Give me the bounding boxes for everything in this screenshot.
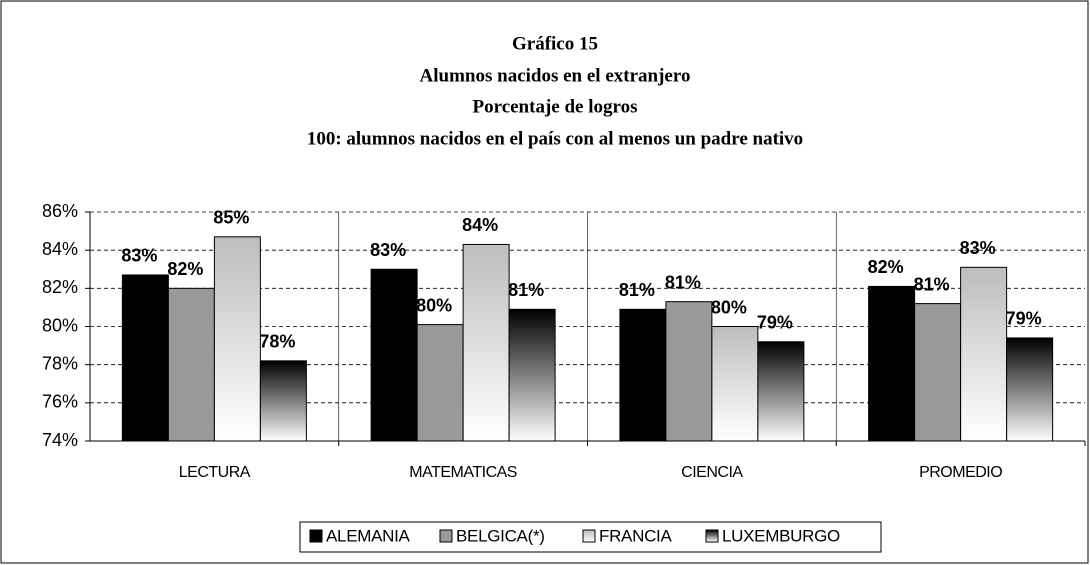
bar <box>960 266 1008 442</box>
chart-title: 100: alumnos nacidos en el país con al m… <box>307 128 803 149</box>
data-label: 82% <box>868 257 904 277</box>
bar <box>914 303 962 442</box>
bar <box>167 287 215 442</box>
x-tick-label: CIENCIA <box>681 464 743 481</box>
chart-title: Porcentaje de logros <box>473 96 638 117</box>
bar <box>416 324 464 442</box>
data-label: 83% <box>121 246 157 266</box>
y-tick-label: 78% <box>42 353 78 373</box>
y-tick-label: 74% <box>42 430 78 450</box>
bar <box>121 274 169 442</box>
y-tick-label: 86% <box>42 201 78 221</box>
data-label: 81% <box>508 280 544 300</box>
chart-title: Alumnos nacidos en el extranjero <box>420 65 691 86</box>
bar <box>213 236 261 442</box>
data-label: 84% <box>462 215 498 235</box>
data-label: 79% <box>1006 309 1042 329</box>
bar <box>619 308 667 442</box>
y-tick-label: 84% <box>42 239 78 259</box>
bar <box>868 285 916 442</box>
legend-label: FRANCIA <box>599 526 672 545</box>
data-label: 80% <box>711 297 747 317</box>
legend-swatch <box>705 529 719 543</box>
legend-label: LUXEMBURGO <box>722 526 840 545</box>
bar <box>462 243 510 442</box>
y-tick-label: 82% <box>42 277 78 297</box>
data-label: 78% <box>259 332 295 352</box>
data-label: 85% <box>213 208 249 228</box>
data-label: 80% <box>416 295 452 315</box>
legend-swatch <box>309 529 323 543</box>
bar <box>665 301 713 442</box>
bar <box>508 308 556 442</box>
data-label: 83% <box>370 240 406 260</box>
bar <box>711 326 759 442</box>
x-tick-label: PROMEDIO <box>919 464 1002 481</box>
y-tick-label: 80% <box>42 315 78 335</box>
data-label: 81% <box>619 280 655 300</box>
data-label: 83% <box>960 238 996 258</box>
data-label: 82% <box>167 259 203 279</box>
legend-label: BELGICA(*) <box>456 526 545 545</box>
data-label: 79% <box>757 313 793 333</box>
data-label: 81% <box>914 274 950 294</box>
legend-label: ALEMANIA <box>326 526 411 545</box>
bar <box>370 268 418 442</box>
x-tick-label: MATEMATICAS <box>409 464 517 481</box>
bar <box>757 341 805 442</box>
legend-swatch <box>582 529 596 543</box>
bar <box>259 360 307 442</box>
data-label: 81% <box>665 272 701 292</box>
legend-swatch <box>439 529 453 543</box>
x-tick-label: LECTURA <box>179 464 251 481</box>
y-tick-label: 76% <box>42 392 78 412</box>
bar <box>1006 337 1054 442</box>
chart-title: Gráfico 15 <box>512 33 598 54</box>
